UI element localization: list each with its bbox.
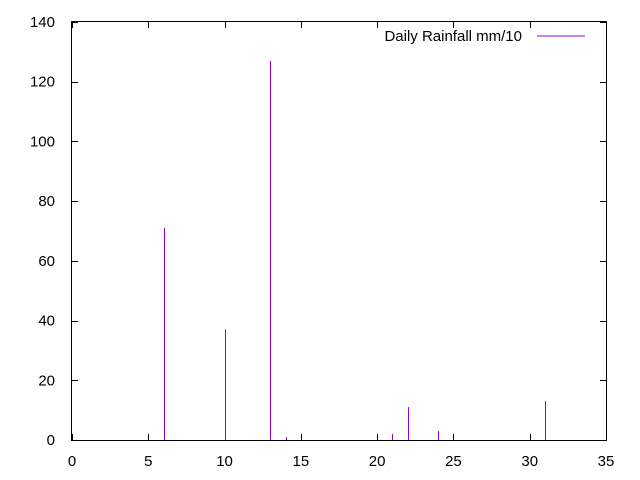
y-tick-label: 0: [47, 432, 55, 449]
plot-border: [71, 21, 607, 441]
y-tick-label: 20: [38, 372, 55, 389]
x-tick-label: 35: [598, 453, 615, 470]
y-tick-label: 140: [30, 14, 55, 31]
impulse-series: [164, 60, 546, 440]
legend: Daily Rainfall mm/10: [384, 28, 585, 45]
y-tick-label: 120: [30, 74, 55, 91]
y-tick-label: 80: [38, 193, 55, 210]
x-tick-label: 20: [369, 453, 386, 470]
y-tick-label: 40: [38, 313, 55, 330]
axis-ticks: 0 5 10 15 20 25 30 35 0 20 40 60 80 100 120 140: [30, 14, 614, 470]
legend-label: Daily Rainfall mm/10: [384, 28, 522, 45]
x-tick-label: 15: [293, 453, 310, 470]
x-tick-label: 5: [144, 453, 152, 470]
x-tick-label: 0: [68, 453, 76, 470]
x-tick-label: 30: [521, 453, 538, 470]
y-tick-label: 100: [30, 133, 55, 150]
y-tick-label: 60: [38, 253, 55, 270]
x-tick-label: 25: [445, 453, 462, 470]
x-tick-label: 10: [216, 453, 233, 470]
